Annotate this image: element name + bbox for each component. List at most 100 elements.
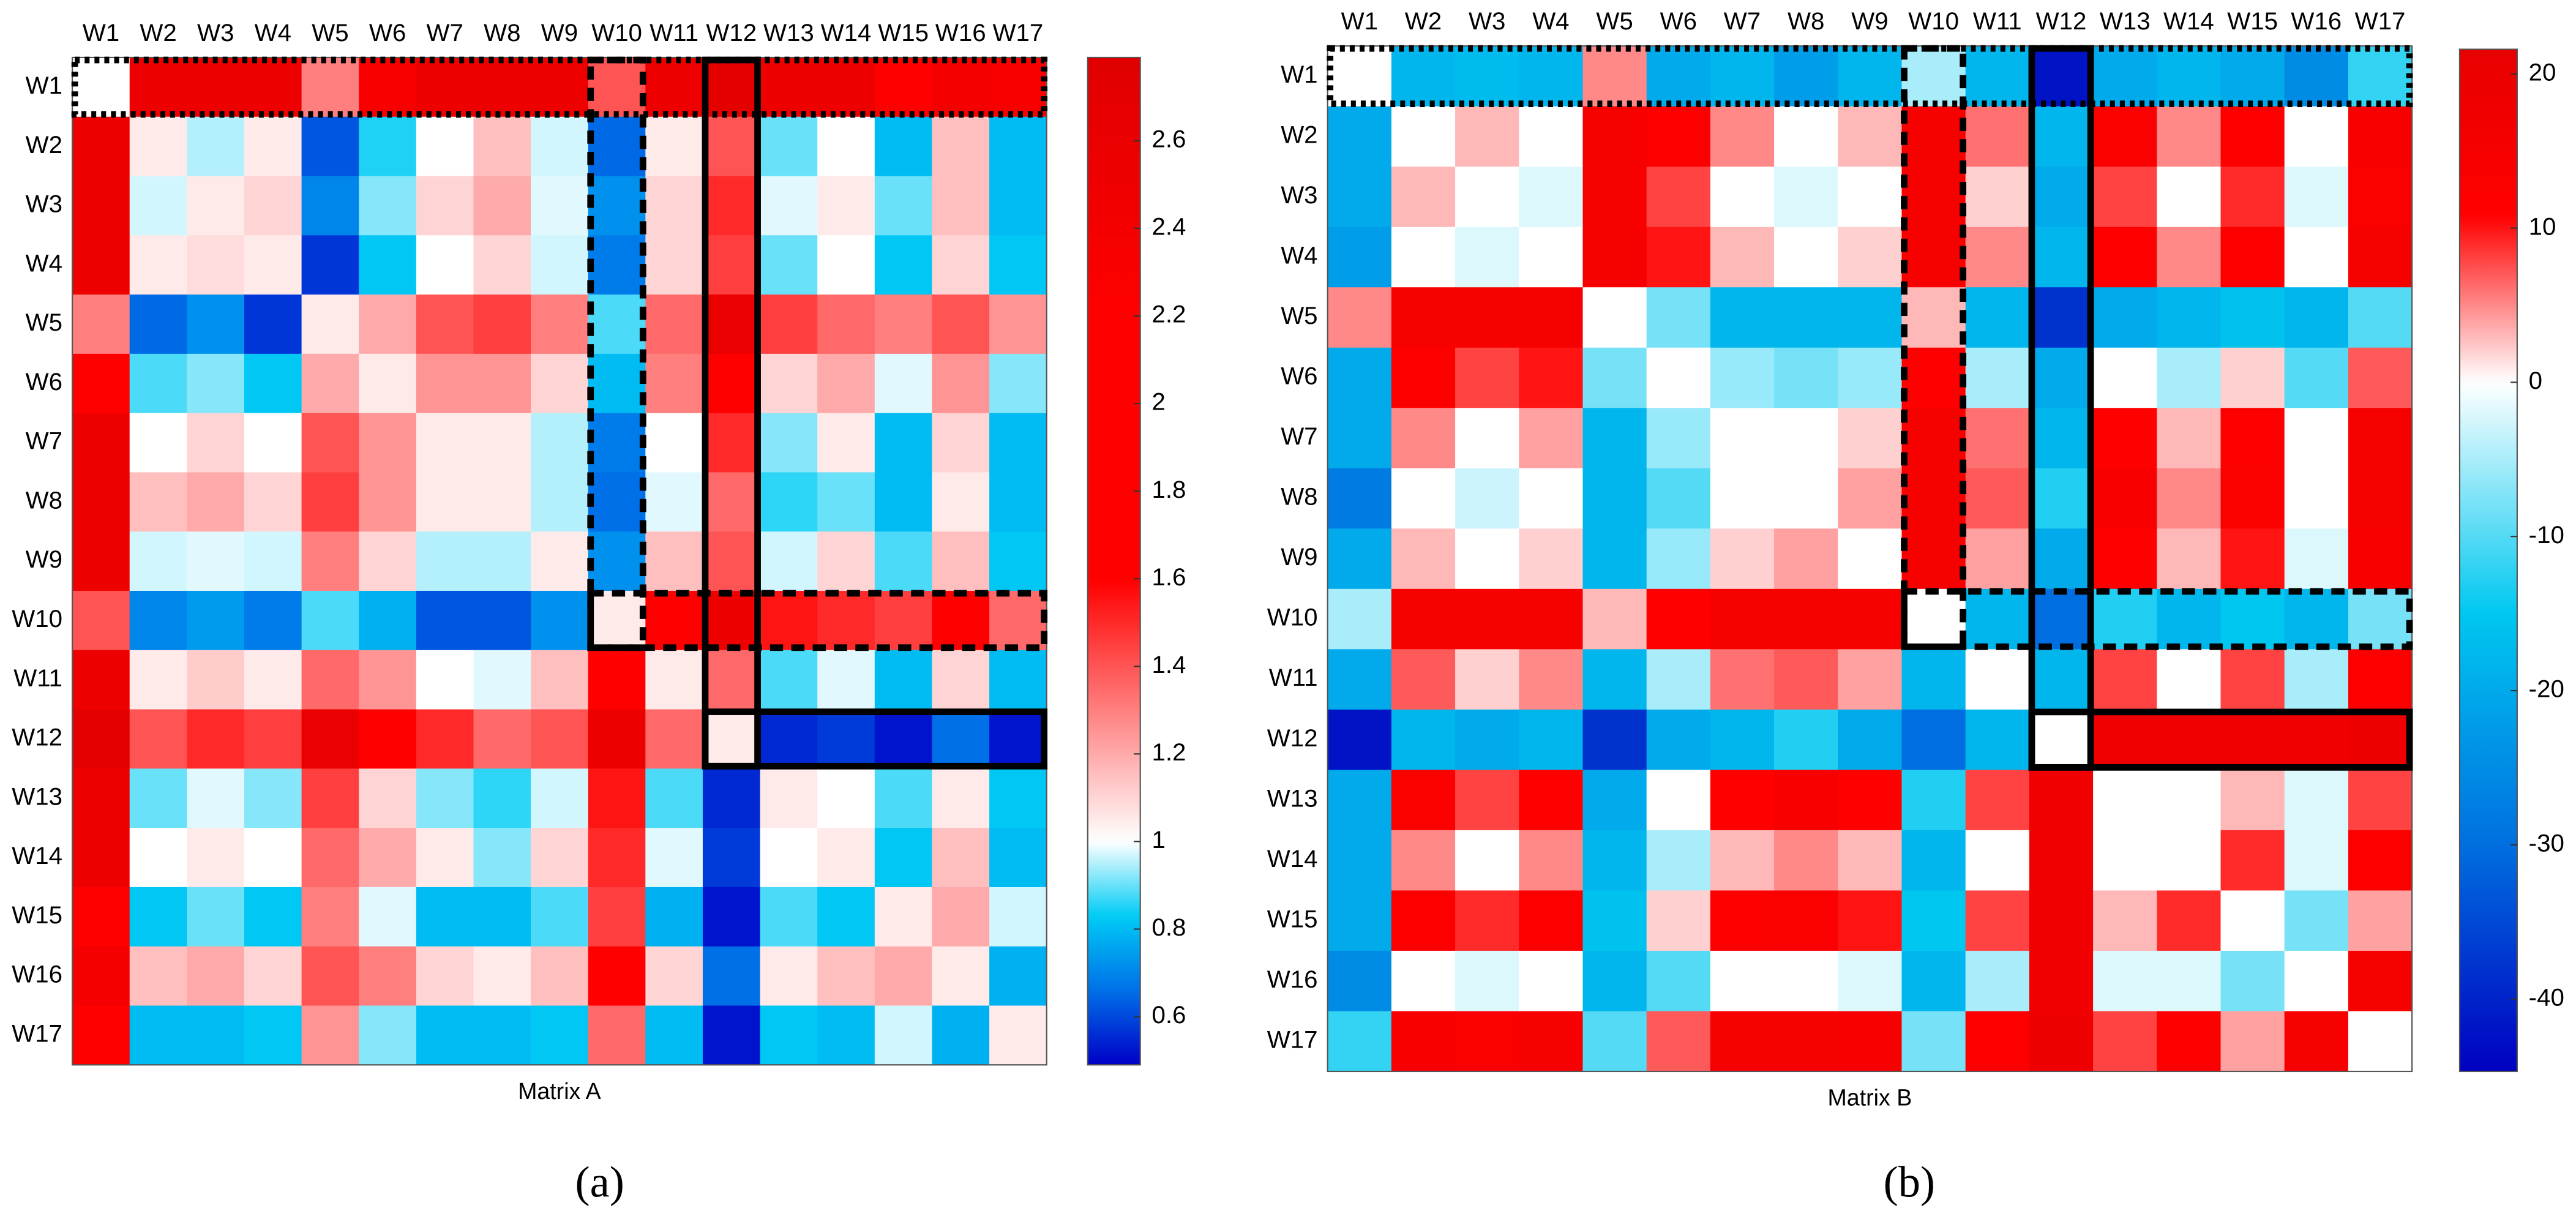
heatmap-cell — [1455, 468, 1520, 530]
heatmap-cell — [588, 57, 646, 118]
heatmap-cell — [874, 176, 933, 236]
heatmap-cell — [301, 1005, 360, 1066]
heatmap-cell — [187, 472, 245, 533]
heatmap-cell — [1582, 709, 1647, 771]
heatmap-cell — [645, 176, 703, 236]
heatmap-cell — [702, 116, 761, 177]
heatmap-cell — [2284, 227, 2349, 288]
heatmap-cell — [1455, 1011, 1520, 1072]
heatmap-cell — [359, 57, 417, 118]
heatmap-cell — [359, 887, 417, 947]
y-tick-label: W15 — [12, 901, 62, 929]
heatmap-cell — [187, 176, 245, 236]
heatmap-cell — [1327, 770, 1392, 831]
heatmap-cell — [129, 235, 188, 295]
heatmap-cell — [1710, 287, 1775, 348]
heatmap-cell — [244, 650, 302, 710]
colorbar-tick-label: 1.2 — [1151, 738, 1186, 766]
heatmap-cell — [1519, 46, 1584, 107]
x-tick-label: W7 — [1724, 7, 1761, 35]
heatmap-cell — [1391, 46, 1456, 107]
heatmap-cell — [2157, 167, 2222, 228]
heatmap-cell — [1838, 287, 1903, 348]
x-tick-label: W12 — [2036, 7, 2087, 35]
heatmap-cell — [645, 946, 703, 1007]
y-tick-label: W10 — [12, 605, 62, 632]
y-tick-label: W12 — [1267, 724, 1318, 752]
heatmap-cell — [2093, 46, 2158, 107]
heatmap-cell — [760, 887, 818, 947]
heatmap-cell — [1646, 649, 1711, 710]
heatmap-cell — [416, 650, 474, 710]
heatmap-cell — [531, 472, 589, 533]
heatmap-cell — [1455, 649, 1520, 710]
heatmap-cell — [1774, 46, 1839, 107]
heatmap-cell — [129, 57, 188, 118]
heatmap-cell — [531, 650, 589, 710]
heatmap-cell — [187, 828, 245, 888]
colorbar — [1087, 56, 1141, 1066]
heatmap-cell — [244, 531, 302, 591]
x-axis-label: Matrix B — [1828, 1085, 1912, 1111]
heatmap-cell — [932, 828, 990, 888]
heatmap-cell — [2093, 709, 2158, 771]
heatmap-cell — [932, 709, 990, 770]
heatmap-cell — [301, 650, 360, 710]
heatmap-cell — [989, 650, 1047, 710]
heatmap-cell — [932, 295, 990, 355]
heatmap-cell — [1710, 46, 1775, 107]
heatmap-cell — [817, 828, 875, 888]
heatmap-cell — [301, 176, 360, 236]
heatmap-cell — [2220, 287, 2285, 348]
heatmap-cell — [2029, 227, 2094, 288]
heatmap-cell — [2157, 830, 2222, 891]
heatmap-cell — [1582, 890, 1647, 951]
heatmap-cell — [2348, 588, 2413, 650]
heatmap-cell — [1391, 468, 1456, 530]
heatmap-cell — [2220, 588, 2285, 650]
heatmap-cell — [1774, 950, 1839, 1012]
heatmap-cell — [2029, 1011, 2094, 1072]
heatmap-cell — [72, 472, 130, 533]
heatmap-cell — [817, 472, 875, 533]
heatmap-cell — [1646, 950, 1711, 1012]
heatmap-cell — [531, 590, 589, 651]
highlight-box — [587, 590, 1048, 651]
heatmap-cell — [760, 590, 818, 651]
heatmap-cell — [702, 353, 761, 414]
heatmap-cell — [1391, 106, 1456, 167]
heatmap-cell — [817, 176, 875, 236]
heatmap-cell — [989, 176, 1047, 236]
heatmap-cell — [301, 57, 360, 118]
heatmap-cell — [1774, 890, 1839, 951]
heatmap-cell — [187, 650, 245, 710]
heatmap-cell — [874, 116, 933, 177]
heatmap-cell — [989, 1005, 1047, 1066]
colorbar-tick-label: -10 — [2529, 521, 2564, 549]
heatmap-cell — [760, 176, 818, 236]
heatmap-cell — [473, 1005, 531, 1066]
heatmap-cell — [72, 116, 130, 177]
y-tick-label: W6 — [26, 368, 62, 396]
heatmap-cell — [2093, 649, 2158, 710]
heatmap-cell — [1774, 468, 1839, 530]
heatmap-cell — [301, 295, 360, 355]
x-tick-label: W4 — [255, 19, 291, 47]
colorbar-tick-label: 1 — [1151, 826, 1165, 854]
heatmap-cell — [989, 353, 1047, 414]
heatmap-cell — [1455, 890, 1520, 951]
heatmap-cell — [1901, 1011, 1966, 1072]
heatmap-cell — [989, 946, 1047, 1007]
heatmap-cell — [359, 353, 417, 414]
colorbar-tick-label: 0.6 — [1151, 1001, 1186, 1029]
heatmap-cell — [874, 887, 933, 947]
x-tick-label: W3 — [1469, 7, 1505, 35]
heatmap-cell — [416, 946, 474, 1007]
heatmap-cell — [2348, 347, 2413, 409]
heatmap-cell — [1901, 950, 1966, 1012]
heatmap-cell — [588, 650, 646, 710]
heatmap-cell — [1455, 106, 1520, 167]
heatmap-cell — [129, 768, 188, 828]
heatmap-cell — [531, 1005, 589, 1066]
heatmap-cell — [760, 531, 818, 591]
